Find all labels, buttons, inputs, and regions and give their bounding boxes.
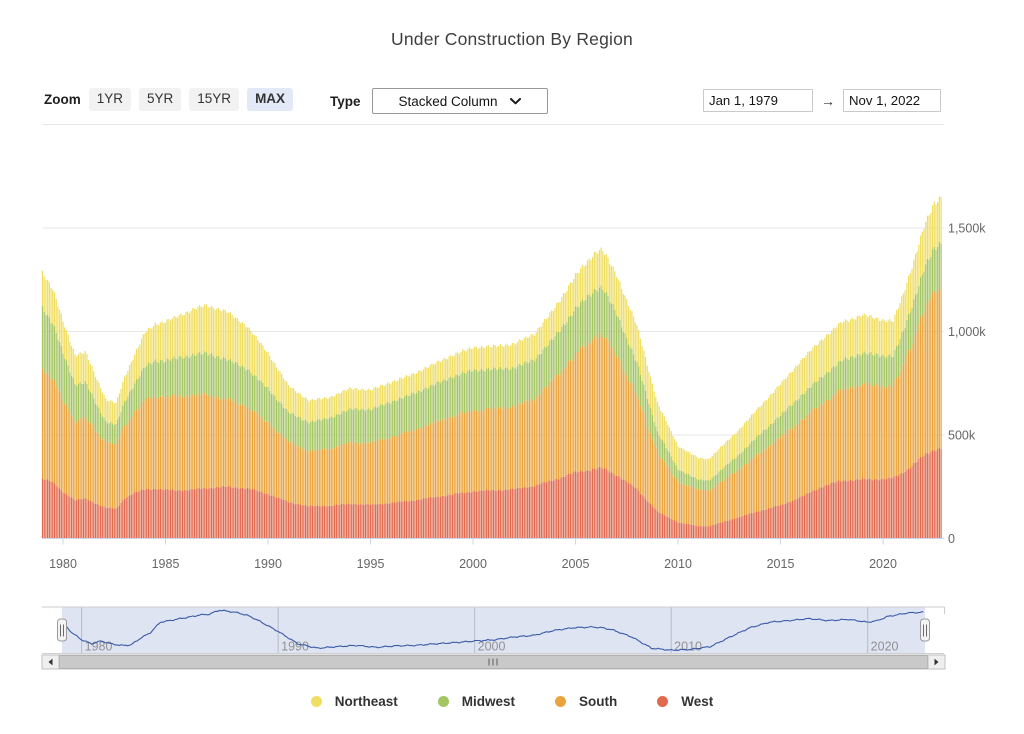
x-axis-label: 2005 [562,557,590,571]
scrollbar-left-button[interactable] [41,654,60,670]
zoom-button-max[interactable]: MAX [247,88,294,111]
x-axis-label: 1995 [357,557,385,571]
triangle-left-icon [48,658,53,666]
y-axis: 0 500k 1,000k 1,500k [948,222,986,547]
legend-item-northeast[interactable]: Northeast [310,694,398,709]
scrollbar [41,654,946,670]
chevron-down-icon [509,97,521,104]
y-axis-label: 1,500k [948,222,986,236]
range-selector: Zoom 1YR 5YR 15YR MAX [44,88,294,111]
legend-label-midwest: Midwest [461,694,515,709]
date-to-input[interactable] [843,89,941,112]
legend-dot-northeast [310,696,322,707]
legend-label-northeast: Northeast [334,694,398,709]
controls-bar: Zoom 1YR 5YR 15YR MAX Type Stacked Colum… [0,86,1024,114]
navigator-handle-left[interactable] [57,618,67,642]
x-axis-label: 1985 [152,557,180,571]
legend-dot-south [555,696,566,707]
legend-item-south[interactable]: South [555,694,617,709]
date-range-arrow-icon: → [821,92,835,109]
chart-legend: Northeast Midwest South West [0,694,1024,709]
date-from-input[interactable] [703,89,813,112]
chart-title: Under Construction By Region [391,29,633,49]
navigator: 1980 1990 2000 2010 2020 [42,606,945,654]
x-axis: 1980 1985 1990 1995 2000 2005 2010 2015 2020 [42,538,944,571]
navigator-tick-label: 2020 [871,640,899,654]
x-axis-label: 1990 [254,557,282,571]
y-axis-label: 500k [948,429,976,443]
legend-dot-midwest [437,696,449,707]
zoom-button-15yr[interactable]: 15YR [189,88,240,111]
zoom-button-1yr[interactable]: 1YR [88,88,132,111]
type-label: Type [330,93,361,109]
legend-dot-west [657,696,669,707]
zoom-label: Zoom [44,91,81,107]
navigator-tick-label: 1990 [281,640,309,654]
navigator-tick-label: 2000 [478,640,506,654]
x-axis-label: 2010 [664,557,692,571]
chart-type-value: Stacked Column [398,93,498,109]
chart-type-select[interactable]: Stacked Column [371,88,548,114]
y-axis-label: 1,000k [948,325,986,339]
scrollbar-right-button[interactable] [927,654,946,670]
x-axis-label: 2020 [869,557,897,571]
navigator-handle-right[interactable] [920,618,930,642]
y-axis-label: 0 [948,532,955,546]
zoom-button-5yr[interactable]: 5YR [139,88,182,111]
triangle-right-icon [934,658,939,666]
legend-label-south: South [579,694,618,709]
legend-item-west[interactable]: West [657,694,713,709]
navigator-series-line [61,609,924,652]
x-axis-label: 2000 [459,557,487,571]
legend-label-west: West [681,694,714,709]
bars-layer[interactable] [41,196,942,539]
navigator-tick-label: 2010 [674,640,702,654]
x-axis-label: 2015 [767,557,795,571]
legend-item-midwest[interactable]: Midwest [437,694,515,709]
x-axis-label: 1980 [49,557,77,571]
date-range: → [703,89,941,112]
type-selector: Type Stacked Column [330,88,548,114]
